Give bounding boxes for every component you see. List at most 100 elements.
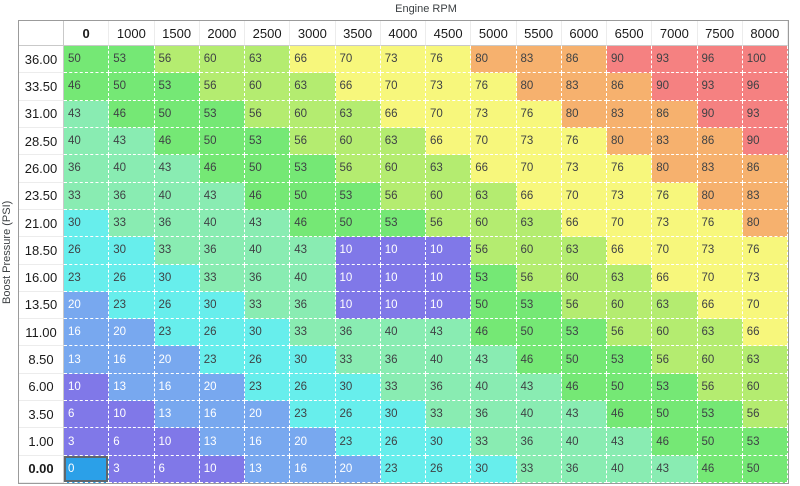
table-cell[interactable]: 63 [697, 319, 743, 347]
table-cell[interactable]: 26 [290, 373, 336, 402]
table-cell[interactable]: 53 [109, 46, 155, 74]
row-header[interactable]: 31.00 [19, 100, 64, 128]
table-cell[interactable]: 43 [516, 373, 562, 402]
table-cell[interactable]: 16 [290, 455, 336, 483]
table-cell[interactable]: 80 [516, 73, 562, 101]
table-cell[interactable]: 76 [697, 209, 743, 238]
table-cell[interactable]: 66 [561, 209, 607, 238]
table-cell[interactable]: 33 [426, 401, 472, 429]
table-cell[interactable]: 83 [561, 73, 607, 101]
table-cell[interactable]: 56 [380, 182, 426, 210]
table-cell[interactable]: 60 [471, 209, 517, 238]
row-header[interactable]: 3.50 [19, 401, 64, 429]
table-cell[interactable]: 10 [335, 291, 381, 320]
table-cell[interactable]: 70 [380, 73, 426, 101]
table-cell[interactable]: 63 [335, 100, 381, 128]
row-header[interactable]: 33.50 [19, 73, 64, 101]
table-cell[interactable]: 23 [199, 346, 245, 374]
table-cell[interactable]: 40 [561, 428, 607, 456]
table-cell[interactable]: 76 [516, 100, 562, 128]
table-cell[interactable]: 10 [426, 291, 472, 320]
table-cell[interactable]: 66 [426, 127, 472, 156]
table-cell[interactable]: 56 [426, 209, 472, 238]
table-cell[interactable]: 26 [426, 455, 472, 483]
table-cell[interactable]: 93 [742, 100, 788, 128]
table-cell[interactable]: 70 [471, 127, 517, 156]
table-cell[interactable]: 40 [245, 237, 291, 265]
table-cell[interactable]: 43 [245, 209, 291, 238]
table-cell[interactable]: 76 [652, 182, 698, 210]
table-cell[interactable]: 40 [290, 264, 336, 292]
table-cell[interactable]: 53 [335, 182, 381, 210]
table-cell[interactable]: 50 [245, 155, 291, 183]
table-cell[interactable]: 46 [471, 319, 517, 347]
table-cell[interactable]: 30 [426, 428, 472, 456]
table-cell[interactable]: 13 [109, 373, 155, 402]
table-cell[interactable]: 36 [335, 319, 381, 347]
table-cell[interactable]: 36 [64, 155, 110, 183]
column-header[interactable]: 3500 [335, 21, 381, 46]
table-cell[interactable]: 30 [199, 291, 245, 320]
table-cell[interactable]: 40 [426, 346, 472, 374]
table-cell[interactable]: 73 [561, 155, 607, 183]
table-cell[interactable]: 26 [109, 264, 155, 292]
column-header[interactable]: 5500 [516, 21, 562, 46]
table-cell[interactable]: 60 [426, 182, 472, 210]
column-header[interactable]: 7000 [652, 21, 698, 46]
table-cell[interactable]: 53 [561, 319, 607, 347]
table-cell[interactable]: 10 [380, 264, 426, 292]
table-cell[interactable]: 46 [199, 155, 245, 183]
table-cell[interactable]: 53 [380, 209, 426, 238]
table-cell[interactable]: 60 [290, 100, 336, 128]
table-cell[interactable]: 33 [471, 428, 517, 456]
table-cell[interactable]: 66 [380, 100, 426, 128]
table-cell[interactable]: 36 [561, 455, 607, 483]
column-header[interactable]: 2000 [199, 21, 245, 46]
table-cell[interactable]: 63 [742, 346, 788, 374]
row-header[interactable]: 16.00 [19, 264, 64, 292]
table-cell[interactable]: 46 [652, 428, 698, 456]
table-cell[interactable]: 56 [335, 155, 381, 183]
column-header[interactable]: 2500 [245, 21, 291, 46]
table-cell[interactable]: 70 [697, 264, 743, 292]
table-cell[interactable]: 43 [199, 182, 245, 210]
table-cell[interactable]: 40 [64, 127, 110, 156]
table-cell[interactable]: 36 [154, 209, 200, 238]
table-cell[interactable]: 10 [426, 264, 472, 292]
table-cell[interactable]: 43 [426, 319, 472, 347]
table-cell[interactable]: 66 [742, 319, 788, 347]
table-cell[interactable]: 70 [335, 46, 381, 74]
table-cell[interactable]: 86 [561, 46, 607, 74]
table-cell[interactable]: 16 [109, 346, 155, 374]
table-cell[interactable]: 86 [607, 73, 653, 101]
table-cell[interactable]: 90 [652, 73, 698, 101]
table-cell[interactable]: 40 [471, 373, 517, 402]
table-cell[interactable]: 10 [64, 373, 110, 402]
column-header[interactable]: 6000 [561, 21, 607, 46]
table-cell[interactable]: 13 [199, 428, 245, 456]
table-cell[interactable]: 40 [516, 401, 562, 429]
table-cell[interactable]: 53 [742, 428, 788, 456]
table-cell[interactable]: 76 [607, 155, 653, 183]
table-cell[interactable]: 20 [245, 401, 291, 429]
table-cell[interactable]: 56 [561, 291, 607, 320]
table-cell[interactable]: 83 [697, 155, 743, 183]
table-cell[interactable]: 43 [561, 401, 607, 429]
row-header[interactable]: 1.00 [19, 428, 64, 456]
table-cell[interactable]: 70 [561, 182, 607, 210]
table-cell[interactable]: 60 [607, 291, 653, 320]
table-cell[interactable]: 30 [64, 209, 110, 238]
table-cell[interactable]: 43 [109, 127, 155, 156]
table-cell[interactable]: 76 [426, 46, 472, 74]
column-header[interactable]: 8000 [742, 21, 788, 46]
table-cell[interactable]: 43 [471, 346, 517, 374]
table-cell[interactable]: 43 [64, 100, 110, 128]
table-cell[interactable]: 23 [245, 373, 291, 402]
table-cell[interactable]: 83 [516, 46, 562, 74]
table-cell[interactable]: 73 [607, 182, 653, 210]
table-cell[interactable]: 93 [652, 46, 698, 74]
table-cell[interactable]: 80 [607, 127, 653, 156]
table-cell[interactable]: 86 [697, 127, 743, 156]
table-cell[interactable]: 66 [516, 182, 562, 210]
table-cell[interactable]: 33 [245, 291, 291, 320]
